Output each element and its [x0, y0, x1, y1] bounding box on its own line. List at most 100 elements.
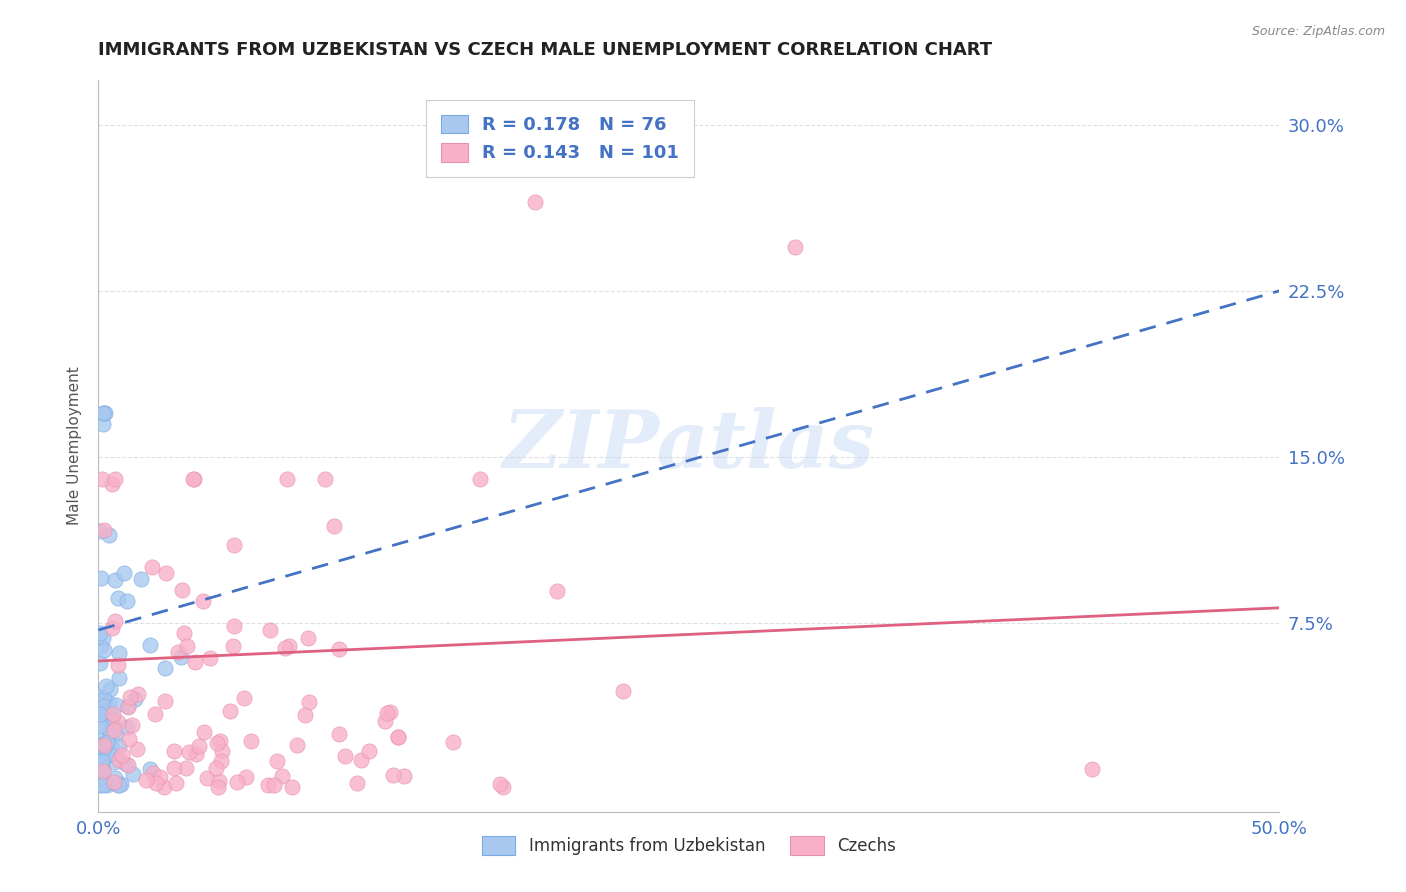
Point: [108, 739, 131, 754]
Point: [91, 406, 114, 420]
Point: [110, 777, 132, 791]
Point: [93, 523, 115, 537]
Point: [278, 639, 301, 653]
Point: [101, 711, 124, 725]
Point: [97, 747, 120, 762]
Point: [115, 756, 138, 771]
Point: [89, 524, 111, 538]
Point: [209, 755, 232, 769]
Point: [91, 737, 114, 751]
Point: [346, 776, 368, 790]
Point: [139, 639, 162, 653]
Point: [374, 714, 396, 728]
Point: [546, 584, 568, 599]
Point: [205, 736, 228, 750]
Point: [104, 614, 127, 628]
Point: [1081, 763, 1104, 777]
Point: [135, 772, 157, 787]
Point: [239, 734, 262, 748]
Point: [121, 766, 143, 780]
Point: [266, 754, 288, 768]
Point: [91, 472, 114, 486]
Point: [91, 763, 114, 777]
Point: [328, 727, 350, 741]
Point: [211, 743, 233, 757]
Point: [91, 701, 114, 715]
Point: [222, 538, 245, 552]
Point: [121, 717, 143, 731]
Point: [115, 594, 138, 608]
Point: [263, 778, 285, 792]
Point: [94, 406, 117, 420]
Point: [218, 704, 240, 718]
Point: [103, 723, 125, 737]
Point: [259, 624, 281, 638]
Point: [103, 718, 125, 732]
Point: [274, 641, 297, 656]
Point: [104, 698, 127, 712]
Point: [294, 708, 316, 723]
Point: [163, 744, 186, 758]
Point: [89, 706, 111, 721]
Point: [297, 631, 319, 645]
Point: [100, 709, 122, 723]
Point: [104, 771, 127, 785]
Point: [350, 753, 373, 767]
Point: [100, 741, 122, 756]
Point: [387, 730, 409, 744]
Point: [176, 639, 198, 653]
Point: [100, 477, 122, 491]
Point: [381, 767, 404, 781]
Point: [387, 730, 409, 744]
Point: [392, 769, 415, 783]
Point: [111, 747, 134, 762]
Point: [93, 699, 115, 714]
Point: [173, 626, 195, 640]
Point: [142, 766, 165, 780]
Point: [98, 705, 121, 719]
Point: [98, 681, 121, 696]
Point: [93, 741, 115, 756]
Point: [91, 417, 114, 431]
Point: [93, 691, 115, 706]
Point: [90, 639, 112, 653]
Point: [188, 739, 211, 754]
Point: [378, 705, 401, 719]
Point: [107, 778, 129, 792]
Point: [97, 528, 120, 542]
Point: [90, 729, 112, 743]
Point: [170, 583, 193, 598]
Point: [163, 761, 186, 775]
Point: [276, 472, 298, 486]
Point: [165, 775, 187, 789]
Point: [104, 472, 127, 486]
Point: [207, 780, 229, 795]
Point: [335, 749, 357, 764]
Point: [104, 573, 127, 587]
Point: [167, 645, 190, 659]
Point: [98, 724, 121, 739]
Point: [183, 656, 205, 670]
Point: [98, 747, 121, 761]
Point: [117, 700, 139, 714]
Point: [90, 754, 112, 768]
Point: [489, 777, 512, 791]
Point: [96, 775, 118, 789]
Point: [89, 626, 111, 640]
Point: [141, 559, 163, 574]
Point: [89, 778, 111, 792]
Point: [89, 719, 111, 733]
Point: [90, 758, 112, 772]
Point: [90, 765, 112, 780]
Point: [186, 747, 208, 762]
Point: [222, 619, 245, 633]
Point: [143, 706, 166, 721]
Point: [125, 742, 148, 756]
Point: [612, 684, 634, 698]
Point: [89, 656, 111, 670]
Point: [153, 660, 176, 674]
Point: [235, 770, 257, 784]
Point: [170, 649, 193, 664]
Point: [107, 647, 129, 661]
Point: [108, 778, 131, 792]
